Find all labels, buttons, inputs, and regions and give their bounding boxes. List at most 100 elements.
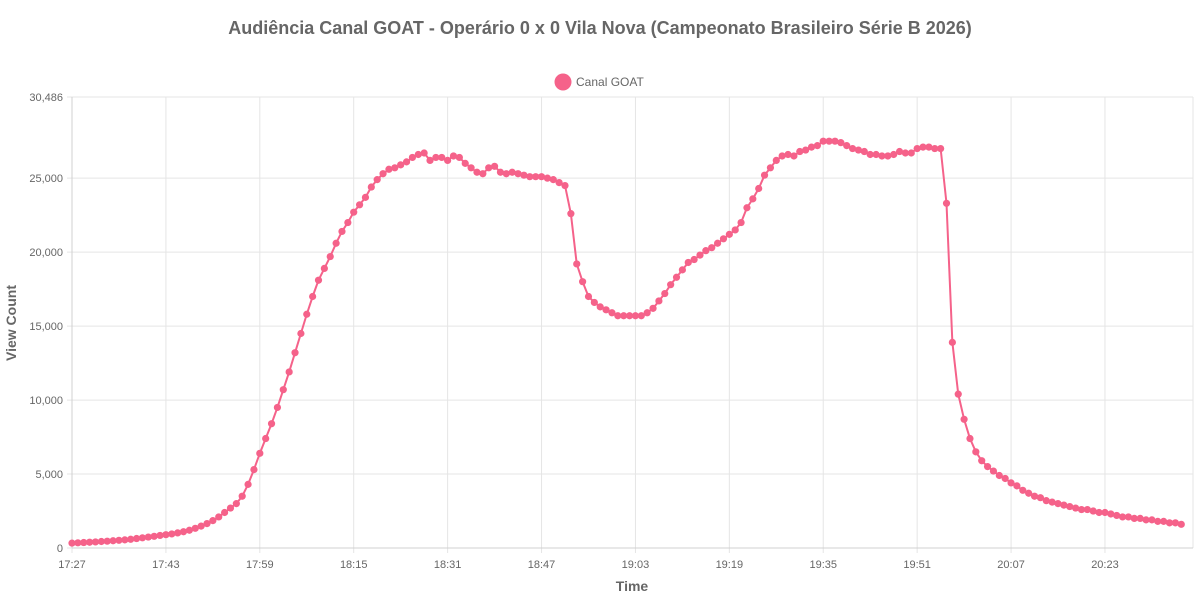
data-point[interactable] [485, 164, 493, 172]
data-point[interactable] [825, 137, 833, 145]
data-point[interactable] [1171, 519, 1179, 527]
data-point[interactable] [989, 467, 998, 475]
data-point[interactable] [209, 517, 217, 525]
data-point[interactable] [714, 239, 722, 247]
data-point[interactable] [631, 312, 640, 320]
data-point[interactable] [983, 463, 992, 471]
data-point[interactable] [232, 500, 240, 508]
data-point[interactable] [854, 146, 863, 154]
data-point[interactable] [432, 153, 440, 162]
data-point[interactable] [1042, 497, 1050, 505]
data-point[interactable] [1019, 486, 1027, 494]
data-point[interactable] [637, 312, 645, 320]
data-point[interactable] [784, 150, 792, 159]
data-point[interactable] [168, 530, 176, 538]
data-point[interactable] [978, 457, 986, 465]
data-point[interactable] [614, 312, 622, 320]
data-point[interactable] [678, 266, 686, 274]
data-point[interactable] [185, 526, 193, 534]
data-point[interactable] [884, 152, 892, 160]
data-point[interactable] [350, 208, 358, 216]
data-point[interactable] [1013, 482, 1021, 490]
data-point[interactable] [1066, 502, 1074, 511]
data-point[interactable] [1177, 520, 1185, 528]
data-point[interactable] [1095, 508, 1103, 517]
data-point[interactable] [97, 537, 105, 546]
data-point[interactable] [326, 252, 334, 261]
data-point[interactable] [667, 281, 675, 289]
data-point[interactable] [526, 173, 534, 181]
legend[interactable]: Canal GOAT [554, 73, 645, 91]
data-point[interactable] [760, 171, 769, 179]
data-point[interactable] [1036, 494, 1044, 502]
data-point[interactable] [948, 338, 956, 346]
data-point[interactable] [555, 179, 563, 187]
data-point[interactable] [414, 150, 422, 159]
data-point[interactable] [602, 306, 610, 314]
data-point[interactable] [391, 164, 399, 172]
data-point[interactable] [203, 519, 211, 528]
data-point[interactable] [314, 276, 323, 284]
data-point[interactable] [966, 434, 974, 443]
data-point[interactable] [813, 142, 821, 150]
data-point[interactable] [790, 152, 798, 160]
data-point[interactable] [127, 535, 135, 543]
data-point[interactable] [291, 349, 299, 357]
data-point[interactable] [1048, 498, 1056, 506]
data-point[interactable] [848, 144, 857, 153]
data-point[interactable] [755, 184, 763, 193]
data-point[interactable] [221, 508, 229, 517]
data-point[interactable] [737, 218, 745, 227]
data-point[interactable] [590, 298, 598, 307]
data-point[interactable] [385, 165, 393, 173]
data-point[interactable] [273, 403, 282, 412]
data-point[interactable] [690, 255, 698, 264]
data-point[interactable] [543, 174, 552, 182]
data-point[interactable] [743, 204, 751, 212]
data-point[interactable] [537, 173, 546, 181]
data-point[interactable] [256, 449, 264, 457]
data-point[interactable] [68, 539, 76, 547]
data-point[interactable] [332, 239, 340, 247]
data-point[interactable] [367, 183, 375, 191]
data-point[interactable] [496, 168, 505, 176]
data-point[interactable] [490, 162, 499, 170]
data-point[interactable] [156, 531, 164, 540]
data-point[interactable] [1072, 504, 1080, 512]
data-point[interactable] [567, 210, 575, 218]
data-point[interactable] [320, 264, 328, 272]
data-point[interactable] [807, 143, 816, 151]
data-point[interactable] [262, 434, 270, 443]
data-point[interactable] [778, 152, 786, 160]
data-point[interactable] [878, 152, 886, 160]
data-point[interactable] [191, 524, 199, 532]
data-point[interactable] [449, 152, 458, 160]
data-point[interactable] [174, 529, 182, 537]
data-point[interactable] [1130, 514, 1138, 523]
data-point[interactable] [1107, 510, 1115, 518]
data-point[interactable] [1160, 517, 1168, 525]
data-point[interactable] [643, 309, 651, 317]
data-point[interactable] [479, 170, 487, 178]
data-point[interactable] [1007, 479, 1015, 487]
data-point[interactable] [625, 312, 634, 320]
data-point[interactable] [802, 146, 810, 154]
data-point[interactable] [1089, 507, 1097, 515]
data-point[interactable] [620, 312, 628, 320]
data-point[interactable] [379, 170, 387, 178]
data-point[interactable] [1154, 517, 1162, 525]
data-point[interactable] [267, 420, 276, 428]
data-point[interactable] [1118, 513, 1127, 521]
data-point[interactable] [837, 139, 845, 147]
data-point[interactable] [584, 292, 593, 301]
data-point[interactable] [579, 278, 587, 286]
data-point[interactable] [1001, 474, 1009, 483]
data-point[interactable] [895, 147, 904, 156]
data-point[interactable] [115, 536, 123, 544]
data-point[interactable] [719, 235, 728, 243]
data-point[interactable] [502, 170, 510, 178]
data-point[interactable] [860, 147, 868, 156]
data-point[interactable] [361, 193, 370, 201]
data-point[interactable] [831, 137, 839, 145]
data-point[interactable] [397, 161, 405, 169]
